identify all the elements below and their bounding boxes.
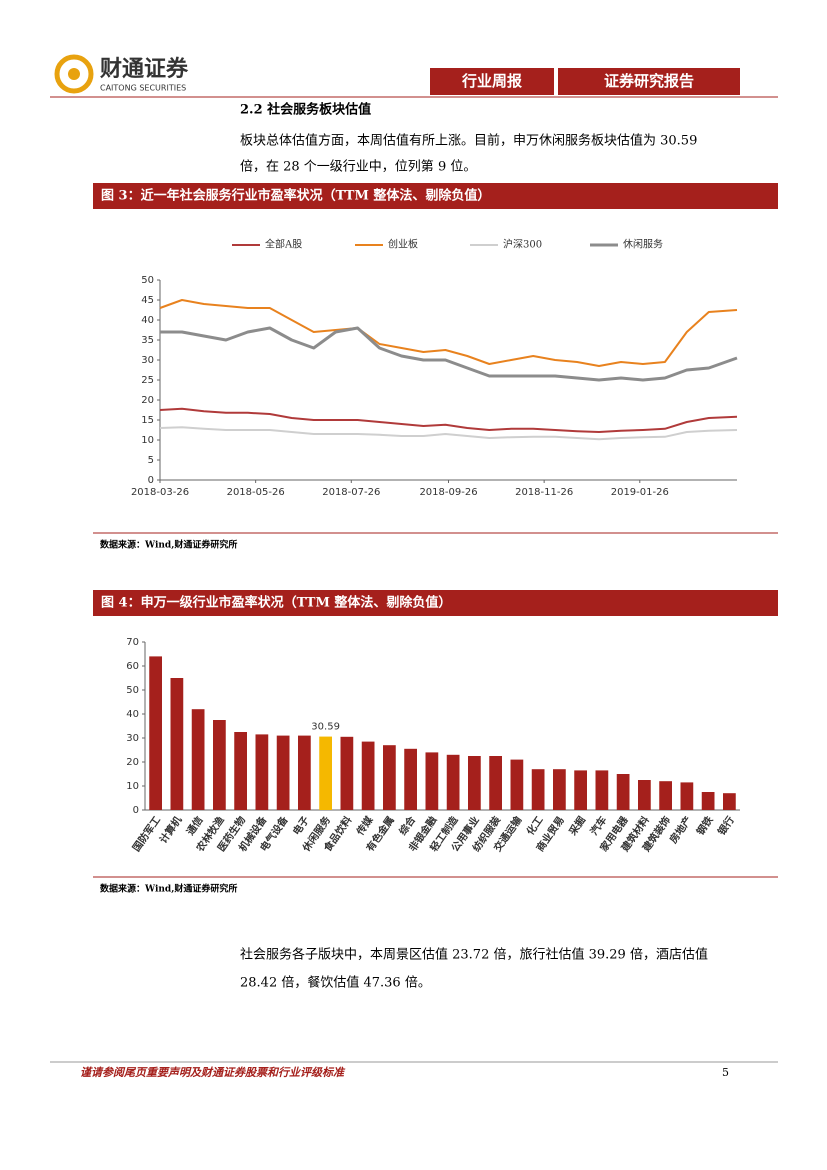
series-line [159,299,738,367]
series-line [159,407,738,433]
x-tick-label: 钢铁 [694,814,716,838]
y-tick-label: 45 [141,295,154,306]
x-tick-label: 2019-01-26 [611,487,669,498]
bar [531,769,545,810]
bar [468,756,481,810]
figure-title-bg [93,590,778,616]
x-tick-label: 综合 [396,813,419,838]
bar [319,736,332,810]
x-tick-label: 电子 [290,814,312,838]
y-tick-label: 20 [126,757,139,768]
tab: 证券研究报告 [604,72,694,90]
legend-label: 创业板 [388,238,418,251]
bar [170,678,184,810]
legend-label: 沪深300 [503,238,542,251]
x-tick-label: 汽车 [587,814,609,838]
figure-title: 图 3：近一年社会服务行业市盈率状况（TTM 整体法、剔除负值） [101,188,490,204]
y-tick-label: 10 [126,781,139,792]
bar [361,741,375,810]
bar [723,793,736,810]
x-tick-label: 2018-05-26 [227,487,285,498]
bar [191,709,205,810]
bar [298,735,311,810]
bar [149,656,162,810]
bar [659,781,672,810]
section-heading: 2.2 社会服务板块估值 [240,102,371,118]
x-tick-label: 采掘 [565,814,588,839]
logo-icon-core [68,68,80,80]
tab-bg [430,68,554,95]
bar [234,732,247,810]
x-tick-label: 2018-11-26 [515,487,573,498]
bar [255,734,269,810]
y-tick-label: 25 [141,375,154,386]
y-tick-label: 35 [141,335,154,346]
bar [701,792,715,810]
y-tick-label: 40 [141,315,154,326]
x-tick-label: 银行 [715,814,737,838]
x-tick-label: 2018-07-26 [322,487,380,498]
bar [489,756,502,810]
bar [404,748,417,810]
x-tick-label: 传媒 [353,813,376,838]
legend-label: 休闲服务 [623,238,663,251]
y-tick-label: 20 [141,395,154,406]
x-tick-label: 通信 [184,814,206,838]
page-number: 5 [722,1066,729,1079]
x-tick-label: 计算机 [157,814,185,846]
bar [510,759,524,810]
paragraph-line: 社会服务各子版块中，本周景区估值 23.72 倍，旅行社估值 39.29 倍，酒… [240,947,708,963]
tab: 行业周报 [461,72,522,90]
logo-icon [54,54,94,94]
bar [276,735,290,810]
bar [213,720,226,810]
bar [340,736,354,810]
bar [446,754,460,810]
y-tick-label: 5 [148,455,154,466]
bar [616,774,630,810]
y-tick-label: 10 [141,435,154,446]
paragraph-line: 板块总体估值方面，本周估值有所上涨。目前，申万休闲服务板块估值为 30.59 [240,133,697,149]
logo-text: 财通证券 [100,56,189,82]
y-tick-label: 50 [126,685,139,696]
bar [680,782,694,810]
bar [595,770,609,810]
x-tick-label: 2018-09-26 [419,487,477,498]
paragraph-line: 28.42 倍，餐饮估值 47.36 倍。 [240,975,431,991]
bar [425,752,439,810]
y-tick-label: 0 [133,805,139,816]
x-tick-label: 房地产 [667,814,695,846]
bar [383,745,396,810]
y-tick-label: 0 [148,475,154,486]
y-tick-label: 40 [126,709,139,720]
figure-source: 数据来源：Wind,财通证券研究所 [100,539,237,551]
x-tick-label: 2018-03-26 [131,487,189,498]
bar [553,769,566,810]
x-tick-label: 国防军工 [130,814,164,854]
y-tick-label: 50 [141,275,154,286]
figure-source: 数据来源：Wind,财通证券研究所 [100,883,237,895]
figure-title: 图 4：申万一级行业市盈率状况（TTM 整体法、剔除负值） [101,595,451,611]
legend-label: 全部A股 [265,238,302,251]
bar [638,780,651,810]
paragraph-line: 倍，在 28 个一级行业中，位列第 9 位。 [240,160,476,175]
y-tick-label: 30 [126,733,139,744]
footer-disclaimer: 谨请参阅尾页重要声明及财通证券股票和行业评级标准 [80,1066,346,1079]
tab-bg [558,68,740,95]
series-line [160,326,738,382]
figure-title-bg [93,183,778,209]
data-label: 30.59 [311,722,340,733]
logo-subtext: CAITONG SECURITIES [100,84,186,93]
y-tick-label: 70 [126,637,139,648]
series-line [159,426,738,441]
bar [574,770,587,810]
y-tick-label: 60 [126,661,139,672]
x-tick-label: 化工 [524,814,546,838]
y-tick-label: 30 [141,355,154,366]
y-tick-label: 15 [141,415,154,426]
